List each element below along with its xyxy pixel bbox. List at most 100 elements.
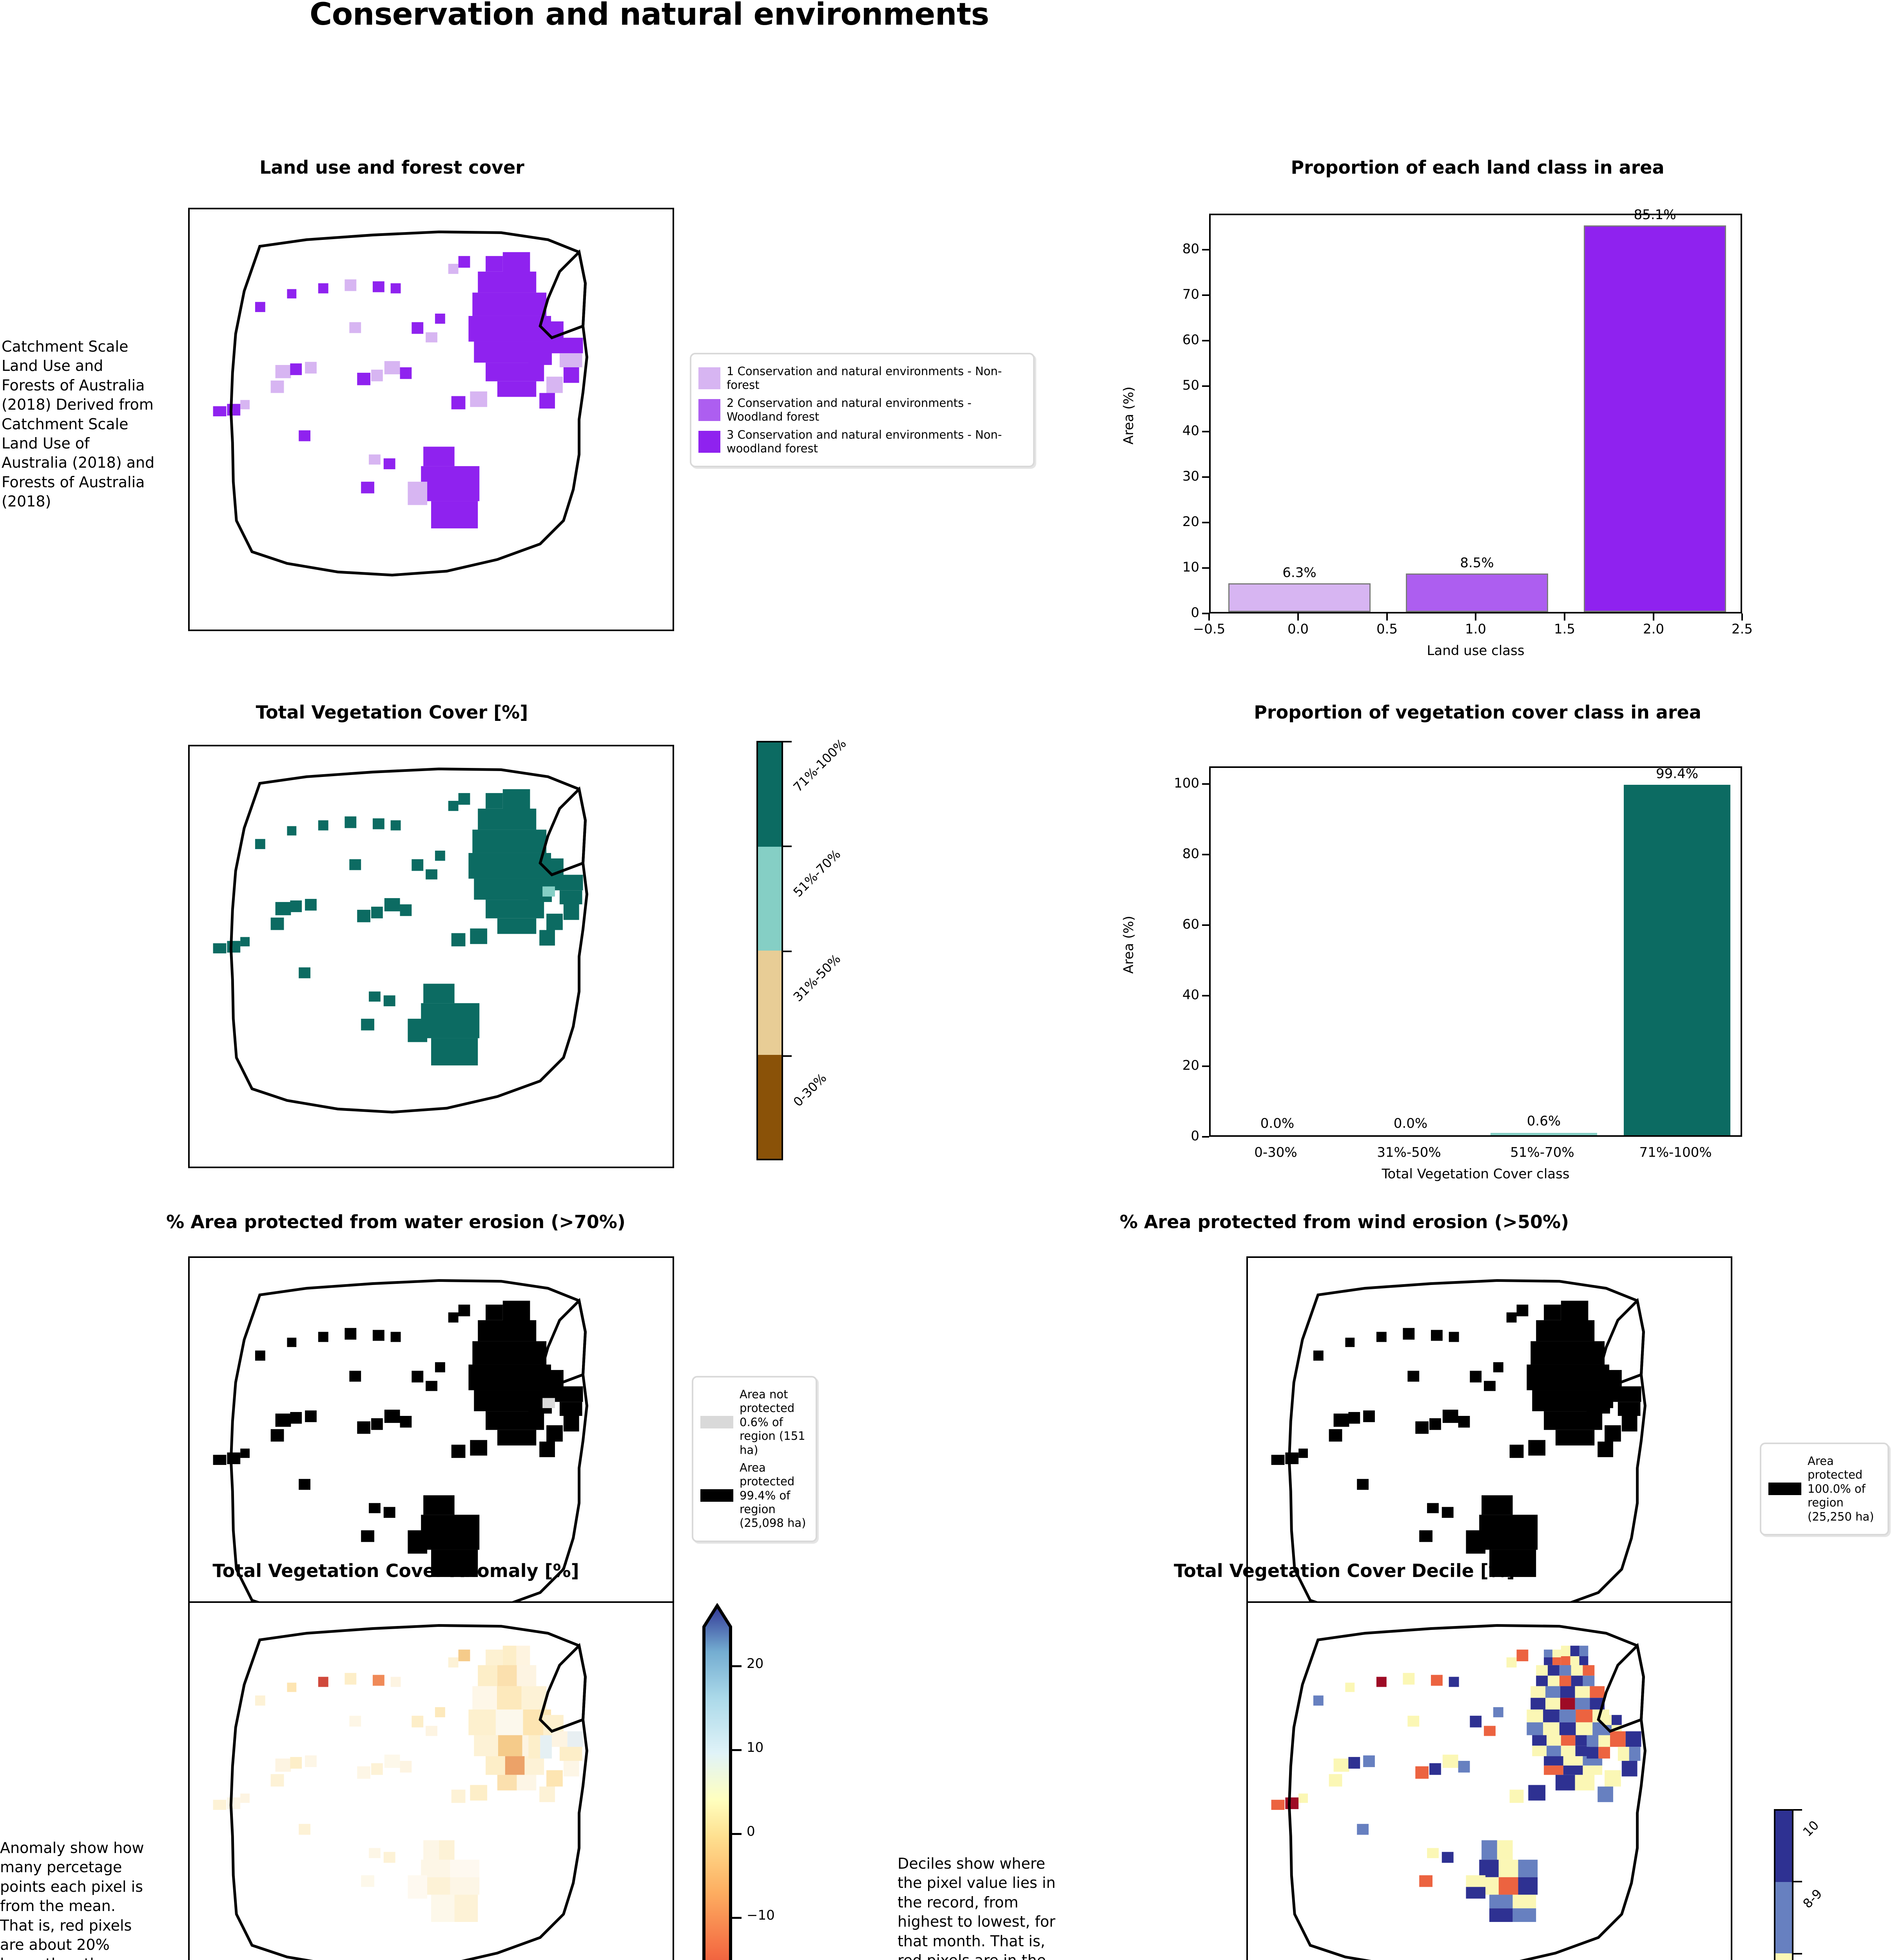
x-tickmark bbox=[1386, 613, 1388, 621]
y-tick: 20 bbox=[1182, 514, 1199, 530]
colorbar-tickmark bbox=[731, 1665, 742, 1667]
y-tickmark bbox=[1202, 385, 1209, 387]
colorbar-segment-10 bbox=[1775, 1811, 1792, 1882]
legend-swatch-protected bbox=[1768, 1483, 1801, 1495]
veg-cover-colorbar bbox=[756, 741, 783, 1160]
bar-value-label: 99.4% bbox=[1656, 766, 1698, 782]
y-tickmark bbox=[1202, 294, 1209, 296]
wind-erosion-legend: Area protected 100.0% of region (25,250 … bbox=[1760, 1443, 1889, 1535]
y-tick: 20 bbox=[1182, 1058, 1199, 1073]
legend-item: Area protected 100.0% of region (25,250 … bbox=[1768, 1454, 1880, 1524]
colorbar-label-8-9: 8-9 bbox=[1800, 1886, 1825, 1911]
y-tickmark bbox=[1202, 613, 1209, 614]
x-axis-label: Total Vegetation Cover class bbox=[1382, 1166, 1570, 1182]
bar-value-label: 0.6% bbox=[1527, 1113, 1561, 1129]
y-tickmark bbox=[1202, 783, 1209, 785]
bar-veg-class-3 bbox=[1624, 785, 1730, 1135]
y-tick: 50 bbox=[1182, 377, 1199, 393]
veg-cover-panel-title: Total Vegetation Cover [%] bbox=[256, 702, 528, 723]
y-tick: 70 bbox=[1182, 287, 1199, 302]
colorbar-tickmark bbox=[783, 1055, 792, 1057]
y-tick: 0 bbox=[1191, 1128, 1199, 1144]
legend-item: Area protected 99.4% of region (25,098 h… bbox=[700, 1461, 809, 1530]
y-tick: 100 bbox=[1174, 775, 1199, 791]
y-tickmark bbox=[1202, 340, 1209, 341]
x-tick: 2.5 bbox=[1731, 621, 1753, 637]
bar-value-label: 0.0% bbox=[1260, 1116, 1295, 1131]
anomaly-map bbox=[188, 1601, 674, 1960]
bar-veg-class-2 bbox=[1491, 1133, 1597, 1135]
y-tickmark bbox=[1202, 854, 1209, 855]
colorbar-label-31-50: 31%-50% bbox=[790, 951, 844, 1005]
decile-caption: Deciles show where the pixel value lies … bbox=[898, 1855, 1056, 1960]
x-tick: 0-30% bbox=[1254, 1145, 1297, 1160]
y-tickmark bbox=[1202, 924, 1209, 926]
x-tickmark bbox=[1297, 613, 1299, 621]
legend-swatch-not-protected bbox=[700, 1416, 733, 1429]
land-use-caption: Catchment Scale Land Use and Forests of … bbox=[2, 338, 155, 510]
legend-item: 3 Conservation and natural environments … bbox=[698, 428, 1026, 456]
land-class-chart-title: Proportion of each land class in area bbox=[1291, 157, 1665, 178]
water-erosion-panel-title: % Area protected from water erosion (>70… bbox=[166, 1211, 626, 1232]
veg-class-chart-title: Proportion of vegetation cover class in … bbox=[1254, 702, 1701, 723]
anomaly-panel-title: Total Vegetation Cover Anomaly [%] bbox=[212, 1560, 579, 1581]
y-tick: 60 bbox=[1182, 332, 1199, 348]
page-title: Conservation and natural environments bbox=[310, 0, 989, 32]
x-tick: 31%-50% bbox=[1377, 1145, 1441, 1160]
anomaly-caption: Anomaly show how many percetage points e… bbox=[0, 1839, 144, 1960]
bar-land-class-1 bbox=[1406, 573, 1548, 612]
land-use-legend: 1 Conservation and natural environments … bbox=[690, 353, 1035, 468]
colorbar-label-10: 10 bbox=[1800, 1817, 1822, 1840]
y-tick: 10 bbox=[1182, 559, 1199, 575]
decile-map bbox=[1246, 1601, 1732, 1960]
legend-item: Area not protected 0.6% of region (151 h… bbox=[700, 1388, 809, 1457]
colorbar-segment-0-30 bbox=[758, 1054, 782, 1159]
y-tick: 0 bbox=[1191, 605, 1199, 621]
decile-colorbar bbox=[1774, 1809, 1793, 1960]
y-axis-label: Area (%) bbox=[1121, 916, 1137, 974]
legend-swatch-non-woodland-forest bbox=[698, 430, 720, 453]
x-tick: 51%-70% bbox=[1510, 1145, 1574, 1160]
y-tickmark bbox=[1202, 431, 1209, 432]
x-tickmark bbox=[1208, 613, 1210, 621]
land-use-panel-title: Land use and forest cover bbox=[259, 157, 524, 178]
bar-land-class-2 bbox=[1584, 225, 1726, 612]
x-tick: 2.0 bbox=[1643, 621, 1665, 637]
colorbar-tick-label: −10 bbox=[747, 1907, 775, 1923]
bar-value-label: 85.1% bbox=[1634, 207, 1676, 223]
legend-item: 2 Conservation and natural environments … bbox=[698, 396, 1026, 424]
colorbar-tickmark bbox=[731, 1917, 742, 1919]
colorbar-tickmark bbox=[1793, 1881, 1802, 1882]
x-tickmark bbox=[1741, 613, 1743, 621]
bar-land-class-0 bbox=[1228, 583, 1371, 612]
decile-map-graphic bbox=[1271, 1624, 1647, 1960]
legend-label: Area not protected 0.6% of region (151 h… bbox=[740, 1388, 805, 1457]
legend-swatch-protected bbox=[700, 1489, 733, 1502]
y-tickmark bbox=[1202, 995, 1209, 996]
bar-value-label: 0.0% bbox=[1393, 1116, 1428, 1131]
land-use-map bbox=[188, 208, 674, 631]
y-axis-label: Area (%) bbox=[1121, 387, 1137, 445]
land-use-map-graphic bbox=[213, 230, 588, 577]
wind-erosion-panel-title: % Area protected from wind erosion (>50%… bbox=[1119, 1211, 1569, 1232]
anomaly-colorbar bbox=[702, 1603, 732, 1960]
water-erosion-map-graphic bbox=[213, 1279, 588, 1625]
legend-swatch-woodland-forest bbox=[698, 399, 720, 421]
y-tick: 80 bbox=[1182, 846, 1199, 862]
y-tickmark bbox=[1202, 1065, 1209, 1067]
x-tick: 1.0 bbox=[1465, 621, 1487, 637]
wind-erosion-map-graphic bbox=[1271, 1279, 1647, 1625]
legend-swatch-non-forest bbox=[698, 367, 720, 390]
legend-label: Area protected 100.0% of region (25,250 … bbox=[1808, 1454, 1874, 1523]
decile-panel-title: Total Vegetation Cover Decile [%] bbox=[1173, 1560, 1515, 1581]
y-tickmark bbox=[1202, 1136, 1209, 1138]
veg-class-chart-plot: 0.0% 0.0% 0.6% 99.4% bbox=[1209, 766, 1742, 1137]
colorbar-tickmark bbox=[1793, 1953, 1802, 1955]
colorbar-tickmark bbox=[783, 846, 792, 847]
x-tick: 0.5 bbox=[1376, 621, 1398, 637]
y-tick: 30 bbox=[1182, 468, 1199, 484]
colorbar-tick-label: 0 bbox=[747, 1824, 755, 1839]
y-tick: 80 bbox=[1182, 241, 1199, 257]
colorbar-segment-8-9 bbox=[1775, 1882, 1792, 1953]
x-tickmark bbox=[1475, 613, 1476, 621]
